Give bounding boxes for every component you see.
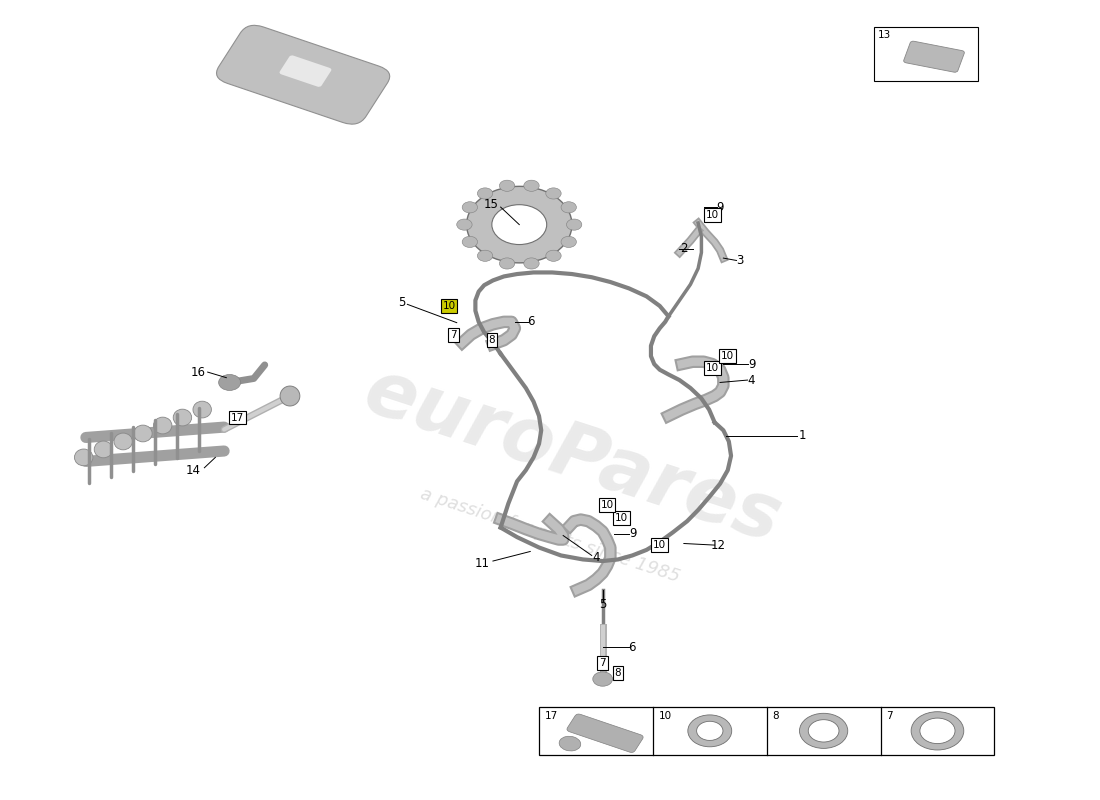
Text: 7: 7 (886, 711, 892, 721)
Circle shape (566, 219, 582, 230)
Circle shape (462, 202, 477, 213)
Circle shape (800, 714, 848, 748)
Circle shape (219, 374, 241, 390)
Text: 10: 10 (615, 513, 628, 523)
Text: 1: 1 (799, 430, 806, 442)
Bar (873, 27, 978, 81)
Ellipse shape (559, 736, 581, 751)
Text: 8: 8 (488, 335, 495, 346)
Circle shape (456, 219, 472, 230)
Text: 10: 10 (653, 540, 667, 550)
Text: 10: 10 (659, 711, 671, 721)
Text: 9: 9 (748, 358, 756, 370)
Text: 11: 11 (475, 557, 490, 570)
Ellipse shape (134, 425, 152, 442)
Circle shape (524, 180, 539, 191)
Circle shape (696, 722, 723, 741)
Text: 10: 10 (722, 351, 735, 361)
Circle shape (808, 720, 839, 742)
Text: euroPares: euroPares (354, 354, 790, 558)
Text: 4: 4 (747, 374, 755, 386)
Ellipse shape (192, 401, 211, 418)
Circle shape (920, 718, 955, 744)
Text: 7: 7 (450, 330, 456, 340)
Text: 4: 4 (592, 551, 600, 564)
Text: 5: 5 (398, 296, 405, 310)
Circle shape (477, 188, 493, 199)
Circle shape (688, 715, 732, 746)
Circle shape (492, 205, 547, 245)
Text: 6: 6 (628, 641, 636, 654)
Text: 7: 7 (600, 658, 606, 668)
Text: 17: 17 (231, 413, 244, 422)
Circle shape (911, 712, 964, 750)
FancyBboxPatch shape (904, 41, 965, 72)
Text: 3: 3 (736, 254, 744, 267)
Text: 10: 10 (601, 500, 614, 510)
Ellipse shape (280, 386, 300, 406)
Text: 6: 6 (528, 315, 535, 328)
Text: 5: 5 (600, 598, 606, 611)
Circle shape (546, 188, 561, 199)
Text: 8: 8 (615, 668, 622, 678)
FancyBboxPatch shape (279, 55, 331, 87)
Text: 14: 14 (186, 464, 201, 477)
Ellipse shape (154, 417, 172, 434)
Text: 17: 17 (544, 711, 558, 721)
Circle shape (499, 258, 515, 269)
Circle shape (477, 250, 493, 262)
Ellipse shape (114, 433, 132, 450)
Ellipse shape (173, 409, 191, 426)
Circle shape (593, 672, 613, 686)
Text: 10: 10 (706, 210, 719, 220)
Bar (539, 707, 994, 754)
FancyBboxPatch shape (217, 26, 389, 124)
Circle shape (462, 236, 477, 247)
Text: 9: 9 (716, 201, 724, 214)
Text: 10: 10 (442, 301, 455, 311)
Text: 16: 16 (190, 366, 206, 378)
Ellipse shape (95, 441, 112, 458)
Text: 2: 2 (680, 242, 688, 255)
FancyBboxPatch shape (566, 714, 644, 753)
Text: 10: 10 (706, 363, 719, 373)
Circle shape (499, 180, 515, 191)
Text: 12: 12 (711, 538, 725, 551)
Circle shape (466, 186, 572, 263)
Circle shape (546, 250, 561, 262)
Text: a passion for parts since 1985: a passion for parts since 1985 (418, 485, 682, 586)
Text: 9: 9 (629, 527, 637, 541)
Circle shape (524, 258, 539, 269)
Text: 8: 8 (772, 711, 779, 721)
Circle shape (561, 236, 576, 247)
Ellipse shape (75, 449, 92, 466)
Text: 15: 15 (484, 198, 498, 211)
Text: 13: 13 (878, 30, 891, 40)
Circle shape (561, 202, 576, 213)
